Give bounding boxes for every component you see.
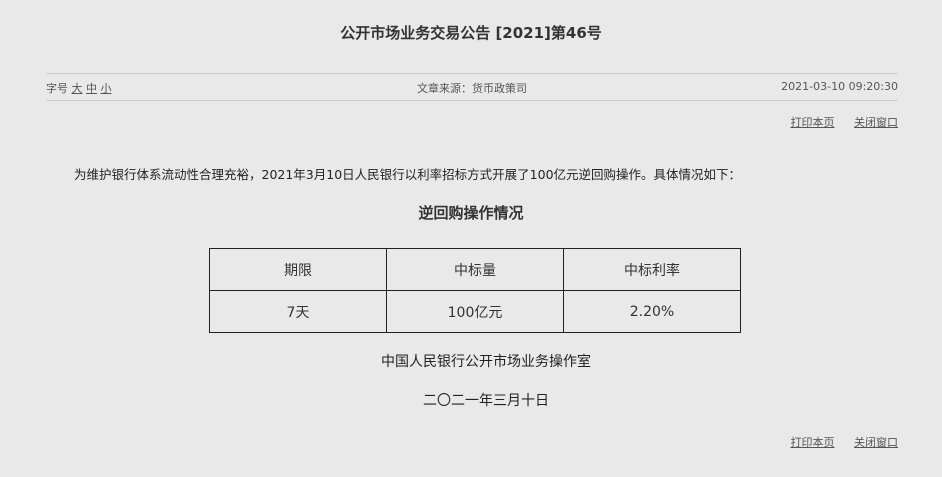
print-link[interactable]: 打印本页 bbox=[790, 436, 835, 449]
table-cell: 7天 bbox=[209, 290, 387, 333]
signature: 中国人民银行公开市场业务操作室 bbox=[381, 354, 591, 370]
header-cell: 中标量 bbox=[386, 248, 564, 291]
signature-date: 二〇二一年三月十日 bbox=[423, 393, 549, 409]
article-source: 文章来源：货币政策司 bbox=[417, 82, 527, 95]
table-row: 7天 100亿元 2.20% bbox=[209, 290, 741, 333]
font-large-link[interactable]: 大 bbox=[71, 82, 83, 95]
font-size-label: 字号 bbox=[46, 82, 68, 95]
table-cell: 100亿元 bbox=[386, 290, 564, 333]
font-medium-link[interactable]: 中 bbox=[86, 82, 97, 95]
divider bbox=[46, 100, 898, 101]
bottom-links: 打印本页 关闭窗口 bbox=[775, 434, 899, 450]
header-cell: 期限 bbox=[209, 248, 387, 291]
font-small-link[interactable]: 小 bbox=[100, 82, 112, 95]
table-cell: 2.20% bbox=[563, 290, 741, 333]
publish-datetime: 2021-03-10 09:20:30 bbox=[781, 80, 898, 93]
page-title: 公开市场业务交易公告 [2021]第46号 bbox=[340, 24, 602, 42]
operation-table: 期限 中标量 中标利率 7天 100亿元 2.20% bbox=[209, 248, 741, 333]
header-cell: 中标利率 bbox=[563, 248, 741, 291]
print-link[interactable]: 打印本页 bbox=[790, 116, 835, 129]
close-window-link[interactable]: 关闭窗口 bbox=[854, 436, 898, 449]
font-size-control: 字号 大 中 小 bbox=[46, 80, 112, 96]
table-title: 逆回购操作情况 bbox=[418, 204, 524, 222]
top-links: 打印本页 关闭窗口 bbox=[775, 114, 899, 130]
intro-paragraph: 为维护银行体系流动性合理充裕，2021年3月10日人民银行以利率招标方式开展了1… bbox=[74, 167, 742, 182]
close-window-link[interactable]: 关闭窗口 bbox=[854, 116, 898, 129]
meta-bar: 字号 大 中 小 文章来源：货币政策司 2021-03-10 09:20:30 bbox=[46, 80, 898, 96]
table-header-row: 期限 中标量 中标利率 bbox=[209, 248, 741, 291]
divider bbox=[46, 73, 898, 74]
